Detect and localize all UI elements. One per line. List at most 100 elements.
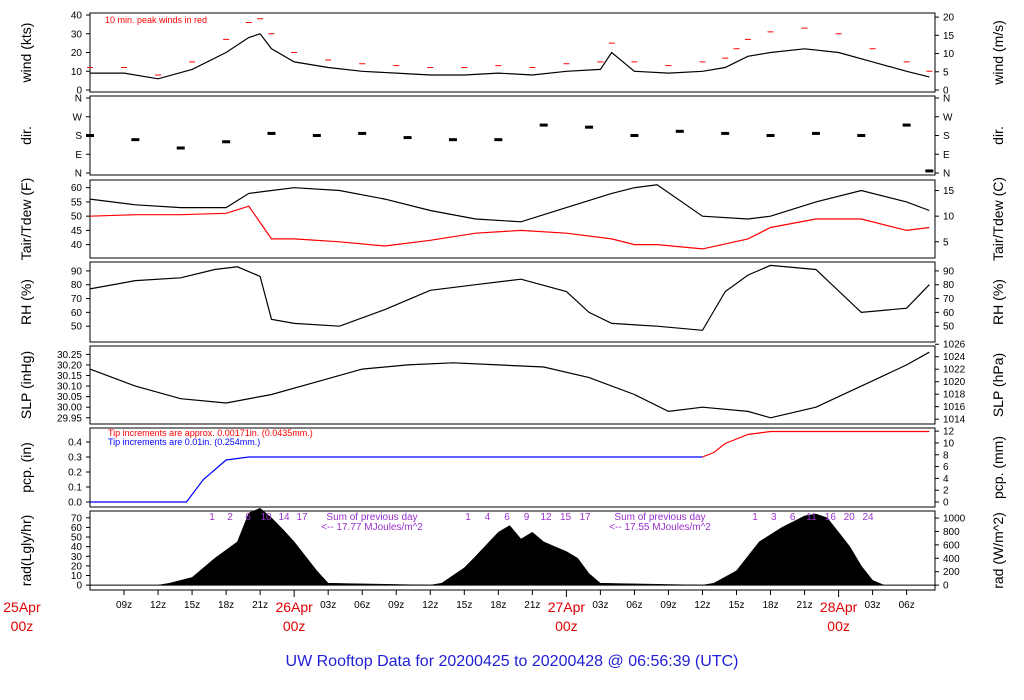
right-tick-label: 20: [943, 13, 955, 24]
hour-mark: 10: [260, 512, 272, 523]
x-tick-label: 03z: [320, 600, 336, 611]
right-tick-label: N: [943, 94, 950, 105]
left-tick-label: 10: [71, 67, 83, 78]
right-tick-label: 1014: [943, 415, 966, 426]
left-tick-label: 30.00: [57, 403, 82, 414]
x-tick-label: 06z: [899, 600, 915, 611]
hour-mark: 6: [790, 512, 796, 523]
left-tick-label: 80: [71, 280, 83, 291]
left-tick-label: 29.95: [57, 413, 82, 424]
left-tick-label: 10: [71, 571, 83, 582]
chart-title: UW Rooftop Data for 20200425 to 20200428…: [286, 653, 739, 670]
left-tick-label: E: [75, 150, 82, 161]
left-tick-label: 45: [71, 226, 83, 237]
panel-frame: [89, 510, 936, 591]
panel-frame: [89, 261, 936, 343]
dir-point: [448, 138, 457, 142]
series-SLP: [89, 351, 930, 419]
dir-point: [721, 131, 730, 135]
x-axis: 09z 12z 15z 18z 21z 03z 06z 09z 12z 15z 18z 21z 03z 0…: [3, 590, 915, 634]
left-axis-label: wind (kts): [18, 23, 34, 84]
radiation-sum-line2: <-- 17.77 MJoules/m^2: [321, 522, 423, 533]
right-tick-label: 1020: [943, 377, 966, 388]
right-tick-label: 80: [943, 280, 955, 291]
wind-note: 10 min. peak winds in red: [105, 15, 207, 25]
dir-point: [403, 136, 412, 140]
dir-point: [267, 131, 276, 135]
x-tick-label: 18z: [218, 600, 234, 611]
right-axis-label: Tair/Tdew (C): [990, 177, 1006, 261]
right-axis-label: pcp. (mm): [990, 436, 1006, 499]
hour-mark: 17: [296, 512, 308, 523]
right-axis-label: dir.: [990, 126, 1006, 145]
panel-frame: [89, 12, 936, 93]
panel-rh: 50 60 70 80 90 50 60 70 80 90 RH (%) RH (%): [18, 261, 1006, 343]
left-tick-label: 20: [71, 561, 83, 572]
dir-point: [222, 140, 231, 144]
panel-frame: [89, 345, 936, 425]
hour-mark: 14: [278, 512, 290, 523]
right-tick-label: 400: [943, 554, 960, 565]
dir-point: [176, 146, 185, 150]
series-Tdew: [89, 205, 930, 250]
right-tick-label: 10: [943, 49, 955, 60]
hour-mark: 17: [579, 512, 591, 523]
hour-mark: 11: [806, 512, 817, 523]
dir-point: [312, 134, 321, 137]
dir-point: [675, 129, 684, 133]
right-tick-label: 10: [943, 212, 955, 223]
panel-rad: 01020304050607002004006008001000rad(Lgly…: [18, 507, 1006, 592]
right-tick-label: 15: [943, 186, 955, 197]
left-axis-label: dir.: [18, 126, 34, 145]
right-tick-label: E: [943, 150, 950, 161]
left-tick-label: 0.1: [68, 483, 82, 494]
right-tick-label: 5: [943, 67, 949, 78]
radiation-sum-line2: <-- 17.55 MJoules/m^2: [609, 522, 711, 533]
right-tick-label: 0: [943, 581, 949, 592]
series-Tip increments are 0.01in. (0.254mm.): [90, 456, 703, 503]
right-tick-label: 50: [943, 322, 955, 333]
left-tick-label: 0: [76, 581, 82, 592]
left-tick-label: 50: [71, 212, 83, 223]
right-tick-label: 1024: [943, 352, 966, 363]
panel-temp: 40 45 50 55 60 5 10 15 Tair/Tdew (F) Tair/Tdew (C…: [18, 177, 1006, 261]
right-tick-label: 6: [943, 462, 949, 473]
right-tick-label: 4: [943, 474, 949, 485]
right-tick-label: 1000: [943, 514, 966, 525]
dir-point: [86, 134, 94, 137]
panel-frame: [89, 179, 936, 259]
hour-mark: 4: [485, 512, 491, 523]
hour-mark: 1: [752, 512, 758, 523]
x-tick-label: 21z: [524, 600, 540, 611]
hour-mark: 6: [245, 512, 251, 523]
left-tick-label: 60: [71, 523, 83, 534]
day-label-date: 27Apr: [548, 599, 586, 615]
right-tick-label: 90: [943, 266, 955, 277]
left-tick-label: 30.20: [57, 360, 82, 371]
x-tick-label: 15z: [456, 600, 472, 611]
left-tick-label: 30.15: [57, 371, 82, 382]
left-tick-label: 60: [71, 183, 83, 194]
right-axis-label: RH (%): [990, 279, 1006, 325]
x-tick-label: 12z: [150, 600, 166, 611]
left-tick-label: 30.05: [57, 392, 82, 403]
hour-mark: 9: [524, 512, 530, 523]
series-Tip increments are approx. 0.00171in. (0.0435mm.): [702, 430, 930, 458]
right-tick-label: 1022: [943, 365, 966, 376]
dir-point: [539, 123, 548, 127]
x-tick-label: 03z: [865, 600, 881, 611]
dir-point: [494, 138, 503, 142]
right-tick-label: 0: [943, 86, 949, 97]
right-tick-label: W: [943, 112, 953, 123]
right-tick-label: 10: [943, 438, 955, 449]
left-axis-label: SLP (inHg): [18, 351, 34, 419]
right-tick-label: 1026: [943, 340, 966, 351]
x-tick-label: 21z: [797, 600, 813, 611]
dir-point: [902, 123, 911, 127]
panel-frame: [89, 95, 936, 176]
hour-mark: 20: [844, 512, 856, 523]
